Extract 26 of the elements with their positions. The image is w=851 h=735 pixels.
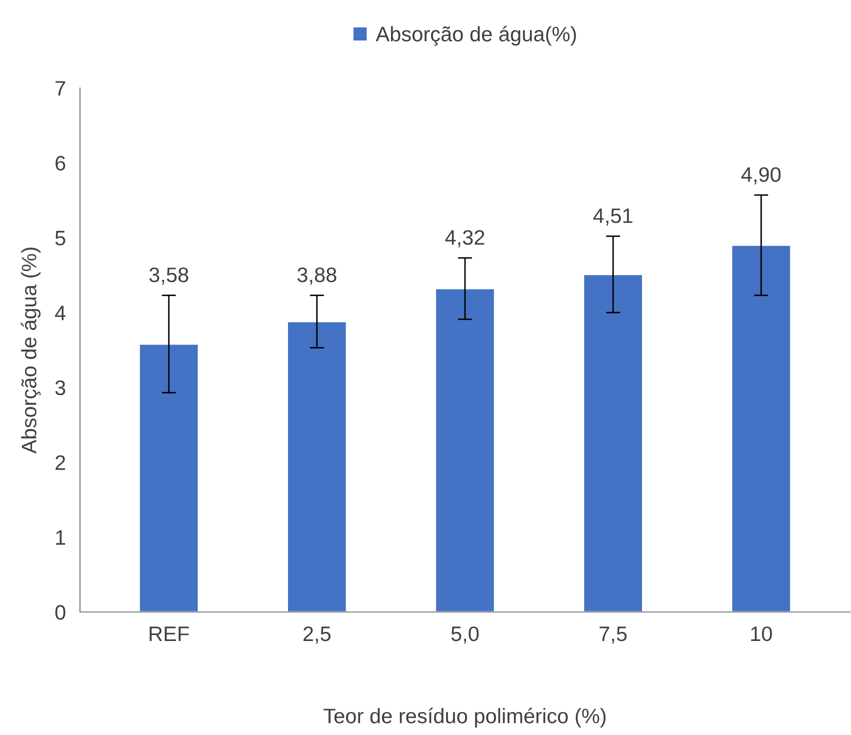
- data-label: 4,32: [445, 230, 484, 248]
- y-tick-label: 1: [56, 530, 66, 545]
- y-tick-label: 7: [56, 81, 66, 96]
- data-label: 3,58: [149, 268, 188, 285]
- y-tick-label: 4: [55, 306, 66, 320]
- y-tick-label: 5: [55, 230, 66, 246]
- bar: [434, 288, 496, 612]
- data-label: 4,90: [741, 167, 781, 184]
- y-tick-label: 3: [55, 380, 66, 396]
- y-tick-label: 0: [55, 605, 66, 620]
- bar: [138, 343, 200, 612]
- x-axis-title: Teor de resíduo polimérico (%): [324, 708, 606, 728]
- bar: [730, 244, 792, 612]
- data-label: 3,88: [297, 268, 336, 285]
- x-tick-label: REF: [150, 626, 189, 641]
- legend-label: Absorção de água(%): [376, 26, 576, 46]
- y-tick-label: 2: [56, 455, 66, 470]
- x-tick-label: 10: [751, 626, 772, 642]
- y-axis-title: Absorção de água (%): [20, 248, 41, 454]
- x-tick-label: 7,5: [600, 626, 627, 644]
- data-label: 4,51: [593, 208, 632, 226]
- x-tick-label: 2,5: [303, 626, 331, 644]
- x-tick-label: 5,0: [451, 626, 479, 644]
- bar: [286, 320, 348, 612]
- y-tick-label: 6: [56, 156, 66, 171]
- bar: [582, 274, 644, 612]
